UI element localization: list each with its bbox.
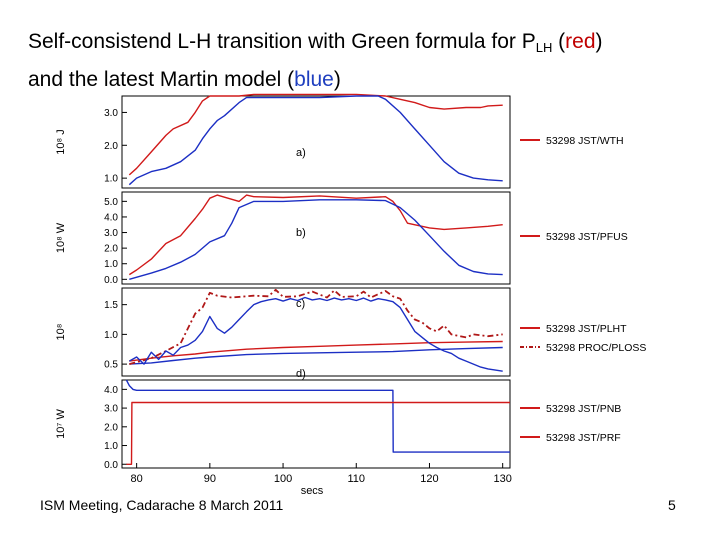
panel-2-ytick-label: 0.0 xyxy=(104,275,118,286)
panel-2-frame xyxy=(121,191,511,285)
panel-2-label: b) xyxy=(296,227,306,239)
panel-3-legend-label-1: 53298 JST/PLHT xyxy=(546,323,627,335)
panel-2-series-2-line xyxy=(129,199,503,280)
panel-4-xtick-label: 80 xyxy=(131,473,143,485)
panel-2-series-1-line xyxy=(128,194,503,276)
panel-1-ylabel: 10⁸ J xyxy=(55,129,67,154)
title-paren-close-2: ) xyxy=(333,68,341,91)
panel-1-ytick-label: 1.0 xyxy=(104,174,118,185)
panel-4-ylabel: 10⁷ W xyxy=(55,409,67,439)
panel-2-ytick-label: 4.0 xyxy=(104,212,118,223)
title-paren-close: ) xyxy=(595,30,603,53)
panel-1-series-1-line xyxy=(128,93,503,176)
panel-4-ytick-label: 0.0 xyxy=(104,460,118,471)
panel-4-ytick-label: 3.0 xyxy=(104,404,118,415)
page-number: 5 xyxy=(668,497,676,513)
panel-2-ytick-label: 1.0 xyxy=(104,259,118,270)
title-line-1: Self-consistend L-H transition with Gree… xyxy=(28,30,603,55)
panel-4-series-1-line xyxy=(125,379,510,453)
panel-4-xtick-label: 130 xyxy=(493,473,511,485)
panel-4-frame xyxy=(121,379,511,469)
panel-1-ytick-label: 2.0 xyxy=(104,141,118,152)
panel-2-ylabel: 10⁸ W xyxy=(55,222,67,253)
panel-3-ytick-label: 0.5 xyxy=(104,360,118,371)
panel-2-legend-label-1: 53298 JST/PFUS xyxy=(546,231,628,243)
title-text-2: and the latest Martin model ( xyxy=(28,68,295,91)
panel-3-label: c) xyxy=(296,298,305,310)
slide-title: Self-consistend L-H transition with Gree… xyxy=(28,26,708,96)
panel-4-label: d) xyxy=(296,368,306,380)
panel-3-ytick-label: 1.0 xyxy=(104,330,118,341)
panel-2-ytick-label: 5.0 xyxy=(104,197,118,208)
panel-1-frame xyxy=(121,95,511,189)
panel-3-frame xyxy=(121,287,511,377)
title-line-2: and the latest Martin model (blue) xyxy=(28,68,341,91)
panel-4-series-2-line xyxy=(126,401,510,465)
panel-4-xtick-label: 90 xyxy=(204,473,216,485)
panel-3-legend-label-2: 53298 PROC/PLOSS xyxy=(546,342,646,354)
panel-4-xtick-label: 120 xyxy=(420,473,438,485)
panel-4-xtick-label: 100 xyxy=(274,473,292,485)
panel-3-series-4-line xyxy=(128,296,503,372)
panel-1-label: a) xyxy=(296,147,306,159)
panel-1-series-2-line xyxy=(128,95,503,186)
panel-4-legend-label-2: 53298 JST/PRF xyxy=(546,432,621,444)
panel-3-ytick-label: 1.5 xyxy=(104,300,118,311)
panel-4-xlabel: secs xyxy=(301,485,324,497)
panel-4-xtick-label: 110 xyxy=(347,473,365,485)
panel-3-ylabel: 10⁸ xyxy=(55,324,67,341)
panel-1-legend-label-1: 53298 JST/WTH xyxy=(546,135,624,147)
panel-3-series-3-line xyxy=(129,288,503,365)
title-paren-open: ( xyxy=(552,30,566,53)
panel-1-ytick-label: 3.0 xyxy=(104,108,118,119)
footer-text: ISM Meeting, Cadarache 8 March 2011 xyxy=(40,497,284,513)
title-text: Self-consistend L-H transition with Gree… xyxy=(28,30,536,53)
panel-4-ytick-label: 2.0 xyxy=(104,422,118,433)
panel-2-ytick-label: 3.0 xyxy=(104,228,118,239)
panel-4-ytick-label: 4.0 xyxy=(104,385,118,396)
title-blue-word: blue xyxy=(294,68,334,91)
panel-4-ytick-label: 1.0 xyxy=(104,441,118,452)
title-subscript: LH xyxy=(535,40,553,55)
panel-3-series-2-line xyxy=(129,346,503,365)
title-red-word: red xyxy=(565,30,596,53)
panel-4-legend-label-1: 53298 JST/PNB xyxy=(546,403,621,415)
panel-2-ytick-label: 2.0 xyxy=(104,244,118,255)
